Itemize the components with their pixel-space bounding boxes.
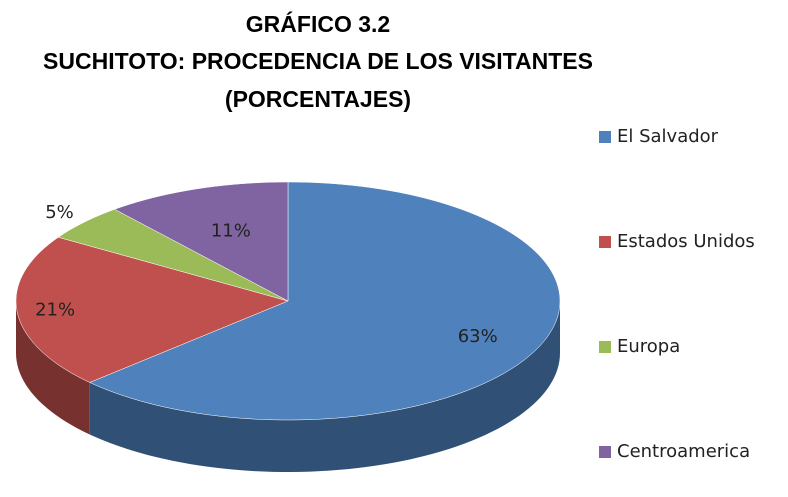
- pie-slice: [113, 181, 289, 302]
- pie-slice: [15, 236, 289, 383]
- chart-title: (PORCENTAJES): [225, 86, 411, 112]
- data-label: 63%: [458, 326, 498, 347]
- pie-slice: [57, 209, 289, 302]
- data-label: 21%: [35, 300, 75, 321]
- legend-label: El Salvador: [617, 126, 719, 147]
- legend-swatch: [599, 446, 611, 458]
- legend-label: Centroamerica: [617, 441, 750, 462]
- data-label: 5%: [45, 202, 74, 223]
- pie-slice-side: [16, 301, 90, 435]
- pie-slice: [89, 181, 561, 421]
- chart-title: SUCHITOTO: PROCEDENCIA DE LOS VISITANTES: [43, 48, 593, 74]
- legend-label: Europa: [617, 336, 680, 357]
- legend-swatch: [599, 341, 611, 353]
- chart-title: GRÁFICO 3.2: [246, 10, 390, 37]
- legend-swatch: [599, 131, 611, 143]
- legend-label: Estados Unidos: [617, 231, 755, 252]
- pie-slice-side: [89, 301, 560, 472]
- legend-swatch: [599, 236, 611, 248]
- data-label: 11%: [211, 221, 251, 242]
